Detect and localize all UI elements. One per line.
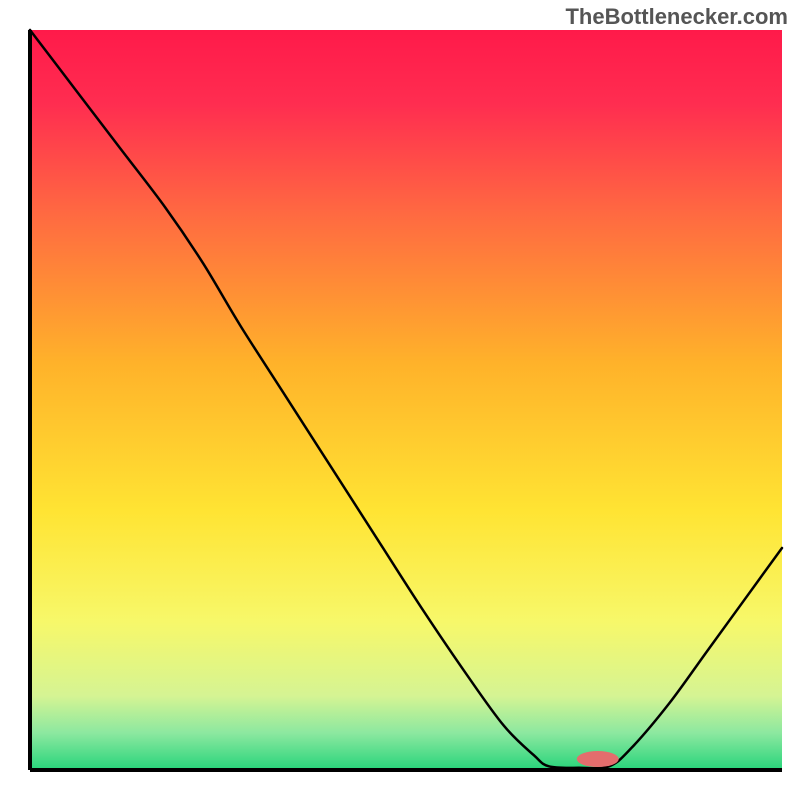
bottleneck-chart <box>0 0 800 800</box>
chart-container: TheBottlenecker.com <box>0 0 800 800</box>
plot-background <box>30 30 782 770</box>
optimal-marker <box>577 751 619 767</box>
